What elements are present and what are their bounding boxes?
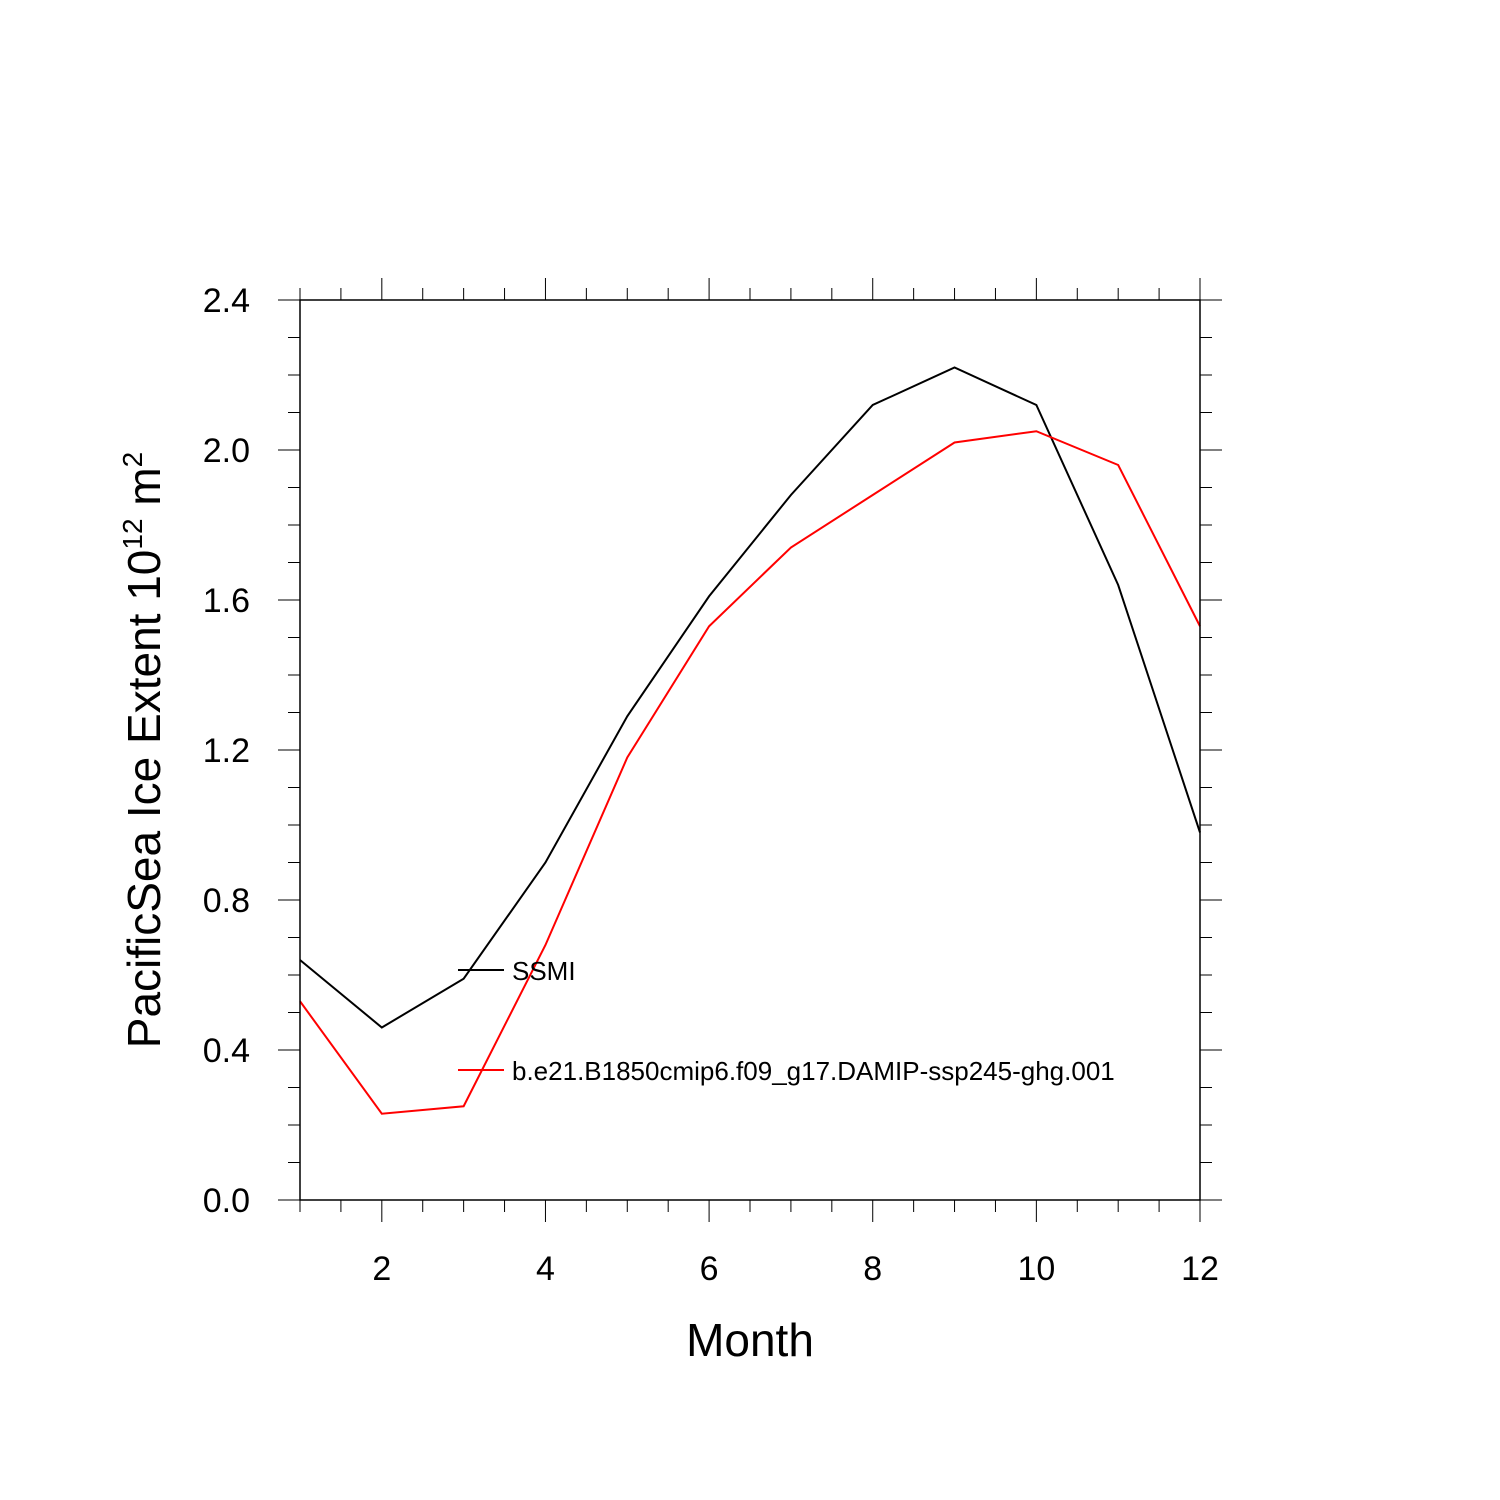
series-lines: [299, 366, 1201, 1115]
x-tick-label: 6: [700, 1250, 719, 1288]
series-line-model: [299, 430, 1201, 1115]
y-axis-title-main: PacificSea Ice Extent 10: [118, 550, 170, 1049]
legend: SSMI b.e21.B1850cmip6.f09_g17.DAMIP-ssp2…: [458, 956, 1115, 1086]
x-tick-label: 4: [536, 1250, 555, 1288]
axis-ticks: [278, 278, 1222, 1222]
y-tick-label: 1.2: [203, 732, 250, 770]
x-tick-label: 2: [372, 1250, 391, 1288]
y-tick-label: 2.4: [203, 282, 250, 320]
tick-labels: 2 4 6 8 10 12 0.0 0.4 0.8 1.2 1.6 2.0 2.4: [203, 282, 1219, 1288]
y-tick-label: 1.6: [203, 582, 250, 620]
legend-label-model: b.e21.B1850cmip6.f09_g17.DAMIP-ssp245-gh…: [512, 1056, 1115, 1086]
x-axis-title: Month: [686, 1314, 814, 1366]
x-tick-label: 10: [1017, 1250, 1055, 1288]
y-axis-title-unit: m: [118, 467, 170, 518]
y-tick-label: 0.4: [203, 1032, 250, 1070]
y-axis-title: PacificSea Ice Extent 1012 m2: [117, 452, 170, 1048]
y-axis-title-unit-exponent: 2: [117, 452, 148, 468]
legend-label-ssmi: SSMI: [512, 956, 576, 986]
plot-frame: [299, 299, 1201, 1201]
y-tick-label: 2.0: [203, 432, 250, 470]
x-tick-label: 8: [863, 1250, 882, 1288]
y-tick-label: 0.8: [203, 882, 250, 920]
y-axis-title-exponent: 12: [117, 518, 148, 549]
series-line-ssmi: [299, 366, 1201, 1029]
y-tick-label: 0.0: [203, 1182, 250, 1220]
x-tick-label: 12: [1181, 1250, 1219, 1288]
